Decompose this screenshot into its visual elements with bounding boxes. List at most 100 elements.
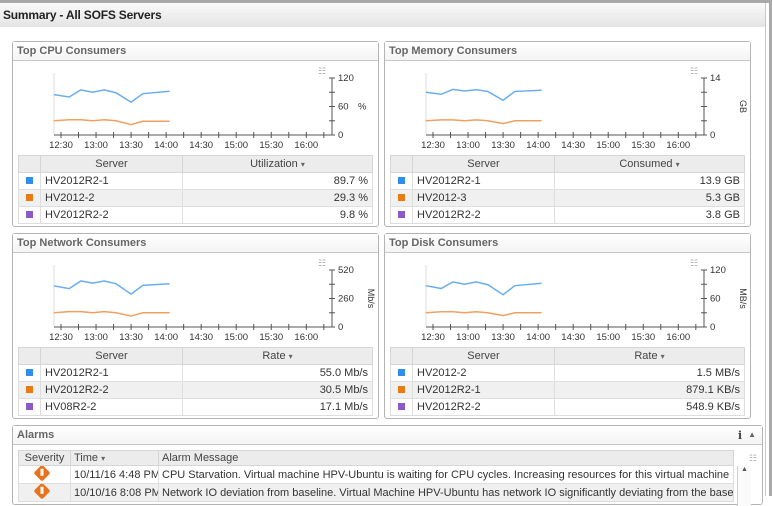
- alarms-title: Alarms: [17, 429, 55, 441]
- panel-header: Top Network Consumers: [13, 234, 378, 253]
- series-line-0: [425, 281, 542, 296]
- series-color-cell: [18, 189, 41, 207]
- severity-cell: [18, 483, 71, 502]
- series-swatch: [398, 211, 405, 218]
- y-tick-label: 0: [710, 322, 715, 333]
- panel-header: Top Disk Consumers: [385, 234, 750, 253]
- table-row[interactable]: HV2012-3 5.3 GB: [390, 189, 745, 207]
- chart-menu-icon[interactable]: ☷: [318, 66, 327, 76]
- column-value[interactable]: Utilization ▾: [182, 155, 373, 173]
- y-tick-label: 120: [338, 73, 354, 84]
- series-swatch: [398, 386, 405, 393]
- y-tick-label: 60: [710, 294, 721, 305]
- color-column: [390, 347, 413, 365]
- x-tick-label: 16:00: [666, 140, 690, 151]
- value-cell: 29.3 %: [182, 189, 373, 207]
- value-cell: 3.8 GB: [554, 206, 745, 224]
- collapse-icon[interactable]: ▲: [748, 430, 756, 439]
- table-row[interactable]: HV2012R2-1 55.0 Mb/s: [18, 364, 373, 382]
- server-cell: HV2012R2-2: [40, 206, 183, 224]
- consumer-panel: Top Disk Consumers 12:30 13:00 13:30 14:00 1…: [384, 233, 751, 419]
- table-row[interactable]: HV2012R2-2 30.5 Mb/s: [18, 381, 373, 399]
- value-cell: 89.7 %: [182, 172, 373, 190]
- message-cell: Network IO deviation from baseline. Virt…: [158, 483, 734, 502]
- column-menu-icon[interactable]: ☷: [748, 453, 757, 463]
- series-color-cell: [390, 364, 413, 382]
- line-chart: 12:30 13:00 13:30 14:00 14:30 15:00 15:30 16:00…: [49, 73, 367, 151]
- table-row[interactable]: HV2012-2 1.5 MB/s: [390, 364, 745, 382]
- x-tick-label: 15:30: [631, 140, 655, 151]
- table-row[interactable]: HV08R2-2 17.1 Mb/s: [18, 398, 373, 416]
- series-swatch: [398, 403, 405, 410]
- x-tick-label: 13:30: [119, 332, 143, 343]
- column-server[interactable]: Server: [412, 155, 555, 173]
- x-tick-label: 15:30: [259, 140, 283, 151]
- info-icon[interactable]: i: [737, 429, 742, 442]
- series-swatch: [26, 403, 33, 410]
- series-line-1: [425, 119, 542, 125]
- y-axis-label: GB: [738, 100, 748, 113]
- table-row[interactable]: HV2012R2-2 548.9 KB/s: [390, 398, 745, 416]
- column-value[interactable]: Consumed ▾: [554, 155, 745, 173]
- warning-severity-icon: [33, 484, 51, 500]
- column-value[interactable]: Rate ▾: [182, 347, 373, 365]
- value-cell: 1.5 MB/s: [554, 364, 745, 382]
- chart-menu-icon[interactable]: ☷: [690, 66, 699, 76]
- alarms-header: Alarms i ▲: [13, 426, 762, 445]
- server-cell: HV2012R2-2: [412, 398, 555, 416]
- sort-desc-icon: ▾: [675, 160, 680, 169]
- column-value[interactable]: Rate ▾: [554, 347, 745, 365]
- table-row[interactable]: HV2012R2-1 13.9 GB: [390, 172, 745, 190]
- line-chart: 12:30 13:00 13:30 14:00 14:30 15:00 15:30 16:00…: [421, 265, 748, 343]
- x-tick-label: 14:30: [189, 332, 213, 343]
- series-line-0: [53, 280, 170, 296]
- series-swatch: [26, 369, 33, 376]
- message-cell: CPU Starvation. Virtual machine HPV-Ubun…: [158, 465, 734, 484]
- table-row[interactable]: HV2012R2-1 89.7 %: [18, 172, 373, 190]
- table-row[interactable]: HV2012R2-1 879.1 KB/s: [390, 381, 745, 399]
- value-cell: 9.8 %: [182, 206, 373, 224]
- series-color-cell: [18, 398, 41, 416]
- y-axis-label: MB/s: [738, 288, 748, 309]
- column-time[interactable]: Time ▾: [70, 450, 159, 466]
- panel-title: Top Network Consumers: [17, 237, 147, 249]
- server-cell: HV2012R2-1: [40, 364, 183, 382]
- column-severity[interactable]: Severity: [18, 450, 71, 466]
- consumers-table: Server Utilization ▾ HV2012R2-1 89.7 % H…: [18, 155, 373, 224]
- series-line-0: [425, 88, 542, 102]
- chart-menu-icon[interactable]: ☷: [690, 258, 699, 268]
- alarm-row[interactable]: 10/11/16 4:48 PM CPU Starvation. Virtual…: [18, 465, 734, 484]
- server-cell: HV2012R2-2: [40, 381, 183, 399]
- column-server[interactable]: Server: [40, 155, 183, 173]
- y-tick-label: 520: [338, 265, 354, 276]
- table-row[interactable]: HV2012R2-2 9.8 %: [18, 206, 373, 224]
- series-swatch: [26, 194, 33, 201]
- series-swatch: [26, 211, 33, 218]
- series-line-1: [53, 310, 170, 317]
- column-server[interactable]: Server: [412, 347, 555, 365]
- vertical-scrollbar[interactable]: ▲: [737, 466, 751, 506]
- column-server[interactable]: Server: [40, 347, 183, 365]
- table-row[interactable]: HV2012R2-2 3.8 GB: [390, 206, 745, 224]
- server-cell: HV2012-3: [412, 189, 555, 207]
- alarm-row[interactable]: 10/10/16 8:08 PM Network IO deviation fr…: [18, 483, 734, 502]
- server-cell: HV2012-2: [40, 189, 183, 207]
- series-line-1: [53, 119, 170, 126]
- x-tick-label: 15:30: [259, 332, 283, 343]
- series-color-cell: [390, 381, 413, 399]
- warning-severity-icon: [33, 466, 51, 482]
- scroll-up-icon[interactable]: ▲: [741, 466, 748, 473]
- x-tick-label: 12:30: [421, 140, 445, 151]
- column-time-label: Time: [74, 452, 99, 464]
- table-row[interactable]: HV2012-2 29.3 %: [18, 189, 373, 207]
- y-tick-label: 0: [338, 130, 343, 141]
- chart-menu-icon[interactable]: ☷: [318, 258, 327, 268]
- x-tick-label: 13:00: [84, 140, 108, 151]
- y-tick-label: 0: [338, 322, 343, 333]
- value-cell: 548.9 KB/s: [554, 398, 745, 416]
- series-swatch: [398, 369, 405, 376]
- x-tick-label: 15:00: [596, 332, 620, 343]
- server-cell: HV2012R2-2: [412, 206, 555, 224]
- column-message[interactable]: Alarm Message: [158, 450, 734, 466]
- series-color-cell: [390, 398, 413, 416]
